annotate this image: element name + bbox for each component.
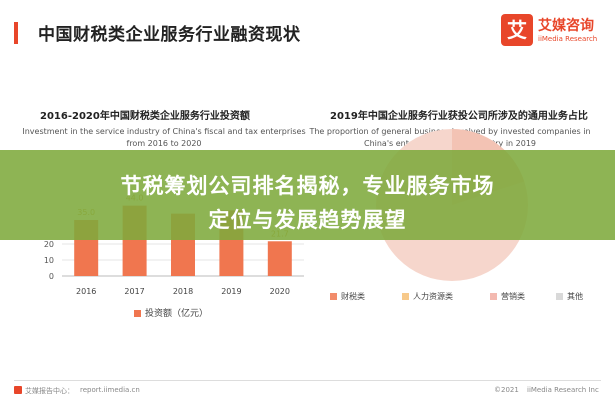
page-title: 中国财税类企业服务行业融资现状 [38, 25, 301, 45]
headline-banner: 节税筹划公司排名揭秘，专业服务市场 定位与发展趋势展望 [0, 150, 615, 240]
pie-legend-swatch-2 [490, 293, 497, 300]
bar-chart-subtitle: Investment in the service industry of Ch… [22, 127, 306, 148]
bar-chart-title: 2016-2020年中国财税类企业服务行业投资额 [40, 111, 250, 122]
pie-legend-item: 其他 [556, 291, 583, 302]
logo-name-cn: 艾媒咨询 [538, 18, 594, 34]
bar-x-tick-label: 2020 [270, 287, 290, 296]
bar-legend: 投资额（亿元） [134, 306, 208, 319]
pie-legend-item: 人力资源类 [402, 291, 453, 302]
pie-legend-swatch-1 [402, 293, 409, 300]
pie-legend-label: 营销类 [501, 292, 525, 301]
footer-copyright: ©2021 [494, 386, 519, 394]
footer-source-label: 艾媒报告中心： [25, 387, 74, 395]
logo-name-en: iiMedia Research [538, 35, 598, 43]
iimedia-logo[interactable]: 艾 艾媒咨询 iiMedia Research [501, 14, 601, 48]
pie-legend-label: 财税类 [341, 292, 365, 301]
bar-y-tick-label: 0 [49, 272, 54, 281]
bar-x-tick-label: 2019 [221, 287, 241, 296]
pie-legend-label: 人力资源类 [413, 292, 453, 301]
logo-mark: 艾 [501, 14, 533, 46]
bar-x-tick-label: 2016 [76, 287, 96, 296]
banner-headline-line1: 节税筹划公司排名揭秘，专业服务市场 [120, 174, 495, 198]
pie-legend-item: 财税类 [330, 291, 365, 302]
pie-chart-title: 2019年中国企业服务行业获投公司所涉及的通用业务占比 [330, 111, 588, 122]
bar-2020 [267, 241, 292, 276]
bar-x-tick-label: 2018 [173, 287, 193, 296]
pie-legend-swatch-0 [330, 293, 337, 300]
title-accent-bar [14, 22, 18, 44]
pie-legend-label: 其他 [567, 292, 583, 301]
bar-legend-swatch [134, 310, 141, 317]
footer-url-link[interactable]: report.iimedia.cn [80, 386, 140, 394]
bar-y-tick-label: 20 [44, 240, 54, 249]
bar-legend-label: 投资额（亿元） [145, 309, 209, 319]
pie-legend-item: 营销类 [490, 291, 525, 302]
report-center-icon [14, 386, 22, 394]
footer-divider [14, 380, 601, 381]
bar-x-tick-label: 2017 [124, 287, 144, 296]
banner-headline-line2: 定位与发展趋势展望 [208, 208, 407, 232]
footer-org: iiMedia Research Inc [527, 386, 599, 394]
pie-legend-swatch-3 [556, 293, 563, 300]
bar-y-tick-label: 10 [44, 256, 54, 265]
